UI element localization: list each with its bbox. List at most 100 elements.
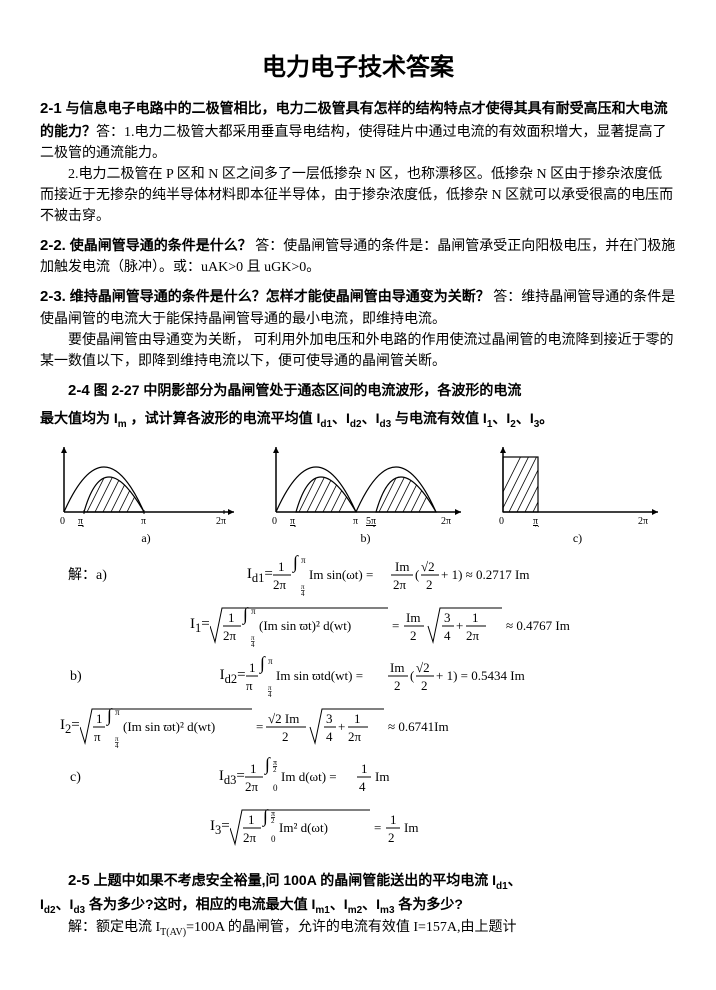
q-title: 使晶闸管导通的条件是什么？ xyxy=(66,237,252,253)
svg-text:Im: Im xyxy=(406,610,420,625)
svg-text:2: 2 xyxy=(282,729,289,744)
Id1-var: Id1= xyxy=(247,563,273,588)
chart-a-label: a) xyxy=(54,529,239,547)
q-ans1-label: 答：1. xyxy=(96,125,135,140)
solution-a-I1: I1= 1 2π ∫ π π 4 (Im sin ϖt)² d(wt) = Im… xyxy=(190,602,676,650)
svg-text:∫: ∫ xyxy=(106,705,113,726)
svg-text:π: π xyxy=(94,729,101,744)
question-2-4-title: 2-4 图 2-27 中阴影部分为晶闸管处于通态区间的电流波形，各波形的电流 xyxy=(40,380,676,403)
svg-text:2π: 2π xyxy=(273,577,287,592)
chart-c-label: c) xyxy=(493,529,663,547)
svg-text:4: 4 xyxy=(292,524,297,527)
formula-I2-svg: 1 π ∫ π π 4 (Im sin ϖt)² d(wt) = √2 Im 2… xyxy=(80,703,520,751)
svg-text:3: 3 xyxy=(444,610,451,625)
question-2-2: 2-2. 使晶闸管导通的条件是什么？ 答：使晶闸管导通的条件是：晶闸管承受正向阳… xyxy=(40,235,676,279)
q-ans2: 2.电力二极管在 P 区和 N 区之间多了一层低掺杂 N 区，也称漂移区。低掺杂… xyxy=(40,164,676,227)
svg-text:2π: 2π xyxy=(216,516,226,527)
svg-text:2: 2 xyxy=(271,817,275,825)
svg-text:=: = xyxy=(374,820,381,835)
I2-var: I2= xyxy=(60,714,80,739)
svg-text:√2: √2 xyxy=(421,559,435,574)
svg-text:0: 0 xyxy=(273,783,278,793)
svg-text:2π: 2π xyxy=(441,516,451,527)
svg-text:1: 1 xyxy=(228,610,235,625)
sol-b-label: b) xyxy=(70,666,82,687)
svg-text:(Im sin ϖt)² d(wt): (Im sin ϖt)² d(wt) xyxy=(123,719,215,734)
svg-text:2π: 2π xyxy=(348,729,362,744)
formula-Id3-svg: 1 2π ∫ π 2 0 Im d(ωt) = 1 4 Im xyxy=(245,755,495,800)
q-num: 2-4 xyxy=(68,382,90,399)
I1-var: I1= xyxy=(190,613,210,638)
svg-text:π: π xyxy=(141,516,146,527)
question-2-1: 2-1 与信息电子电路中的二极管相比，电力二极管具有怎样的结构特点才使得其具有耐… xyxy=(40,98,676,227)
svg-text:0: 0 xyxy=(499,516,504,527)
chart-b-svg: 0 π 4 π 5π 4 2π xyxy=(266,442,466,527)
solution-b-Id2: b) Id2= 1 π ∫ π π 4 Im sin ϖtd(wt) = Im … xyxy=(40,654,676,699)
svg-text:Im: Im xyxy=(390,660,404,675)
I3-var: I3= xyxy=(210,815,230,840)
svg-text:∫: ∫ xyxy=(242,604,249,625)
svg-text:2: 2 xyxy=(410,628,417,643)
svg-text:4: 4 xyxy=(80,524,85,527)
svg-text:1: 1 xyxy=(361,761,368,776)
q25-line2: Id2、Id3 各为多少?这时，相应的电流最大值 Im1、Im2、Im3 各为多… xyxy=(40,894,676,918)
svg-text:2π: 2π xyxy=(638,516,648,527)
q-num: 2-2. xyxy=(40,237,66,254)
ans2-label: 2. xyxy=(68,167,79,182)
svg-text:2: 2 xyxy=(388,830,395,845)
svg-text:Im d(ωt) =: Im d(ωt) = xyxy=(281,769,337,784)
Id2-var: Id2= xyxy=(220,664,246,689)
svg-text:4: 4 xyxy=(251,641,255,649)
svg-text:√2 Im: √2 Im xyxy=(268,711,299,726)
svg-text:∫: ∫ xyxy=(264,755,271,775)
sol-c-label: c) xyxy=(70,767,81,788)
svg-text:∫: ∫ xyxy=(259,654,266,674)
q-num: 2-3. xyxy=(40,288,66,305)
svg-text:(: ( xyxy=(410,668,414,683)
svg-text:1: 1 xyxy=(390,812,397,827)
svg-text:4: 4 xyxy=(371,524,376,527)
svg-text:2π: 2π xyxy=(466,628,480,643)
q25-answer: 解：额定电流 IT(AV)=100A 的晶闸管，允许的电流有效值 I=157A,… xyxy=(40,917,676,940)
svg-text:≈ 0.6741Im: ≈ 0.6741Im xyxy=(388,719,449,734)
formula-Id1-svg: 1 2π ∫ π π 4 Im sin(ωt) = Im 2π ( √2 2 +… xyxy=(273,553,593,598)
chart-c-svg: 0 π 2 2π xyxy=(493,442,663,527)
sol-a-label: 解：a) xyxy=(40,565,107,586)
svg-text:(: ( xyxy=(415,567,419,582)
svg-text:+ 1) = 0.5434 Im: + 1) = 0.5434 Im xyxy=(436,668,525,683)
svg-text:4: 4 xyxy=(359,779,366,794)
solution-a-Id1: 解：a) Id1= 1 2π ∫ π π 4 Im sin(ωt) = Im 2… xyxy=(40,553,676,598)
svg-text:(Im sin ϖt)² d(wt): (Im sin ϖt)² d(wt) xyxy=(259,618,351,633)
svg-text:1: 1 xyxy=(96,711,103,726)
svg-text:4: 4 xyxy=(301,590,305,598)
q-num: 2-1 xyxy=(40,100,62,117)
svg-text:0: 0 xyxy=(60,516,65,527)
svg-text:2π: 2π xyxy=(393,577,407,592)
svg-text:3: 3 xyxy=(326,711,333,726)
svg-text:π: π xyxy=(115,707,120,717)
solution-c-Id3: c) Id3= 1 2π ∫ π 2 0 Im d(ωt) = 1 4 Im xyxy=(40,755,676,800)
svg-text:4: 4 xyxy=(115,742,119,750)
svg-text:1: 1 xyxy=(248,812,255,827)
q24-title-line2: 最大值均为 Im ，试计算各波形的电流平均值 Id1、Id2、Id3 与电流有效… xyxy=(40,408,676,432)
ans2-body: 电力二极管在 P 区和 N 区之间多了一层低掺杂 N 区，也称漂移区。低掺杂 N… xyxy=(40,167,673,224)
svg-text:π: π xyxy=(353,516,358,527)
Id3-var: Id3= xyxy=(219,765,245,790)
svg-text:Im² d(ωt): Im² d(ωt) xyxy=(279,820,328,835)
formula-Id2-svg: 1 π ∫ π π 4 Im sin ϖtd(wt) = Im 2 ( √2 2… xyxy=(246,654,596,699)
svg-text:2π: 2π xyxy=(243,830,257,845)
q-ans2: 要使晶闸管由导通变为关断， 可利用外加电压和外电路的作用使流过晶闸管的电流降到接… xyxy=(40,330,676,372)
svg-text:2: 2 xyxy=(273,766,277,774)
q-title: 维持晶闸管导通的条件是什么？怎样才能使晶闸管由导通变为关断？ xyxy=(66,288,490,304)
svg-text:Im: Im xyxy=(404,820,418,835)
question-2-3: 2-3. 维持晶闸管导通的条件是什么？怎样才能使晶闸管由导通变为关断？ 答：维持… xyxy=(40,286,676,372)
svg-text:0: 0 xyxy=(271,834,276,844)
svg-text:∫: ∫ xyxy=(292,553,299,573)
svg-text:+ 1) ≈ 0.2717 Im: + 1) ≈ 0.2717 Im xyxy=(441,567,530,582)
svg-text:+: + xyxy=(456,618,463,633)
svg-text:√2: √2 xyxy=(416,660,430,675)
svg-text:Im sin(ωt) =: Im sin(ωt) = xyxy=(309,567,373,582)
svg-text:4: 4 xyxy=(268,691,272,699)
svg-text:2: 2 xyxy=(394,678,401,693)
svg-text:2: 2 xyxy=(421,678,428,693)
